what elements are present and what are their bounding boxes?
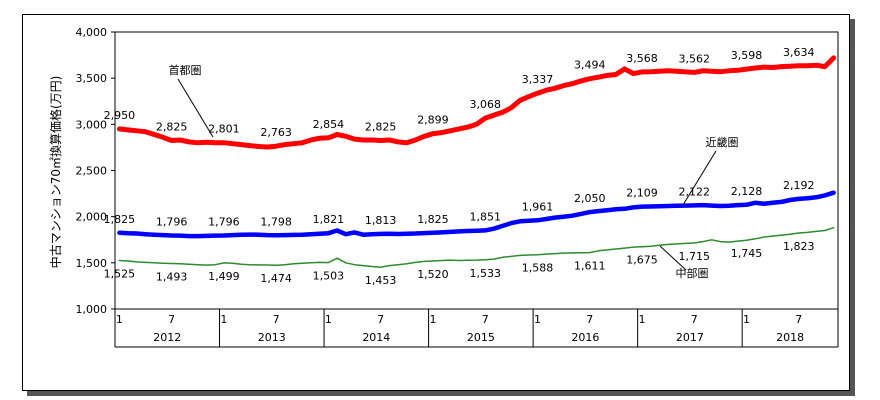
- y-axis-label: 中古マンション70㎡換算価格(万円): [48, 76, 63, 269]
- data-label: 1,825: [104, 213, 136, 226]
- x-month-label: 1: [429, 313, 436, 326]
- chart-frame: [22, 14, 850, 391]
- data-label: 2,050: [574, 192, 606, 205]
- data-label: 1,520: [417, 268, 449, 281]
- x-month-label: 7: [377, 313, 384, 326]
- data-label: 3,068: [469, 98, 501, 111]
- data-label: 1,715: [679, 250, 711, 263]
- data-label: 1,503: [313, 270, 345, 283]
- year-label: 2017: [676, 331, 704, 344]
- x-month-label: 1: [743, 313, 750, 326]
- data-label: 1,821: [313, 213, 345, 226]
- year-label: 2013: [258, 331, 286, 344]
- x-month-label: 7: [482, 313, 489, 326]
- x-month-label: 1: [534, 313, 541, 326]
- y-tick-label: 2,500: [76, 165, 108, 178]
- data-label: 1,474: [260, 272, 292, 285]
- x-month-label: 7: [168, 313, 175, 326]
- x-month-label: 7: [586, 313, 593, 326]
- y-tick-label: 1,000: [76, 303, 108, 316]
- data-label: 3,337: [522, 73, 554, 86]
- data-label: 2,192: [783, 179, 815, 192]
- data-label: 1,851: [469, 210, 501, 223]
- series-name-label: 首都圏: [169, 63, 202, 77]
- x-month-label: 1: [220, 313, 227, 326]
- data-label: 1,675: [626, 254, 658, 267]
- series-name-label: 近畿圏: [706, 135, 739, 149]
- x-month-label: 7: [795, 313, 802, 326]
- data-label: 2,109: [626, 187, 658, 200]
- data-label: 1,823: [783, 240, 815, 253]
- y-tick-label: 3,000: [76, 118, 108, 131]
- data-label: 2,801: [208, 123, 240, 136]
- data-label: 3,634: [783, 46, 815, 59]
- year-label: 2016: [571, 331, 599, 344]
- series-line-3: [118, 226, 835, 268]
- data-label: 1,525: [104, 268, 136, 281]
- data-label: 1,499: [208, 270, 240, 283]
- data-label: 1,796: [208, 216, 240, 229]
- data-label: 3,562: [679, 52, 711, 65]
- y-tick-label: 4,000: [76, 26, 108, 39]
- year-label: 2015: [467, 331, 495, 344]
- data-label: 1,825: [417, 213, 449, 226]
- x-month-label: 1: [325, 313, 332, 326]
- data-label: 2,825: [156, 120, 188, 133]
- series-line-2: [117, 190, 836, 239]
- data-label: 1,961: [522, 200, 554, 213]
- y-tick-label: 1,500: [76, 257, 108, 270]
- series-leader-line: [659, 245, 687, 271]
- x-month-label: 7: [273, 313, 280, 326]
- data-label: 2,122: [679, 185, 711, 198]
- data-label: 1,813: [365, 214, 397, 227]
- data-label: 1,533: [469, 267, 501, 280]
- data-label: 3,598: [731, 49, 763, 62]
- data-label: 2,950: [104, 109, 136, 122]
- x-month-label: 1: [639, 313, 646, 326]
- data-label: 1,745: [731, 247, 763, 260]
- data-label: 2,899: [417, 114, 449, 127]
- data-label: 2,128: [731, 185, 763, 198]
- series-name-label: 中部圏: [676, 266, 709, 280]
- data-label: 2,763: [260, 126, 292, 139]
- data-label: 1,588: [522, 262, 554, 275]
- series-leader-line: [177, 78, 214, 138]
- y-tick-label: 2,000: [76, 211, 108, 224]
- data-label: 3,568: [626, 52, 658, 65]
- data-label: 1,798: [260, 215, 292, 228]
- series-leader-line: [682, 150, 717, 206]
- data-label: 3,494: [574, 59, 606, 72]
- y-tick-label: 3,500: [76, 72, 108, 85]
- year-label: 2014: [362, 331, 390, 344]
- x-month-label: 7: [691, 313, 698, 326]
- data-label: 1,796: [156, 216, 188, 229]
- year-label: 2012: [153, 331, 181, 344]
- data-label: 1,611: [574, 260, 606, 273]
- series-line-1: [116, 55, 837, 150]
- x-month-label: 1: [116, 313, 123, 326]
- data-label: 2,825: [365, 120, 397, 133]
- data-label: 1,493: [156, 270, 188, 283]
- year-label: 2018: [776, 331, 804, 344]
- data-label: 2,854: [313, 118, 345, 131]
- data-label: 1,453: [365, 274, 397, 287]
